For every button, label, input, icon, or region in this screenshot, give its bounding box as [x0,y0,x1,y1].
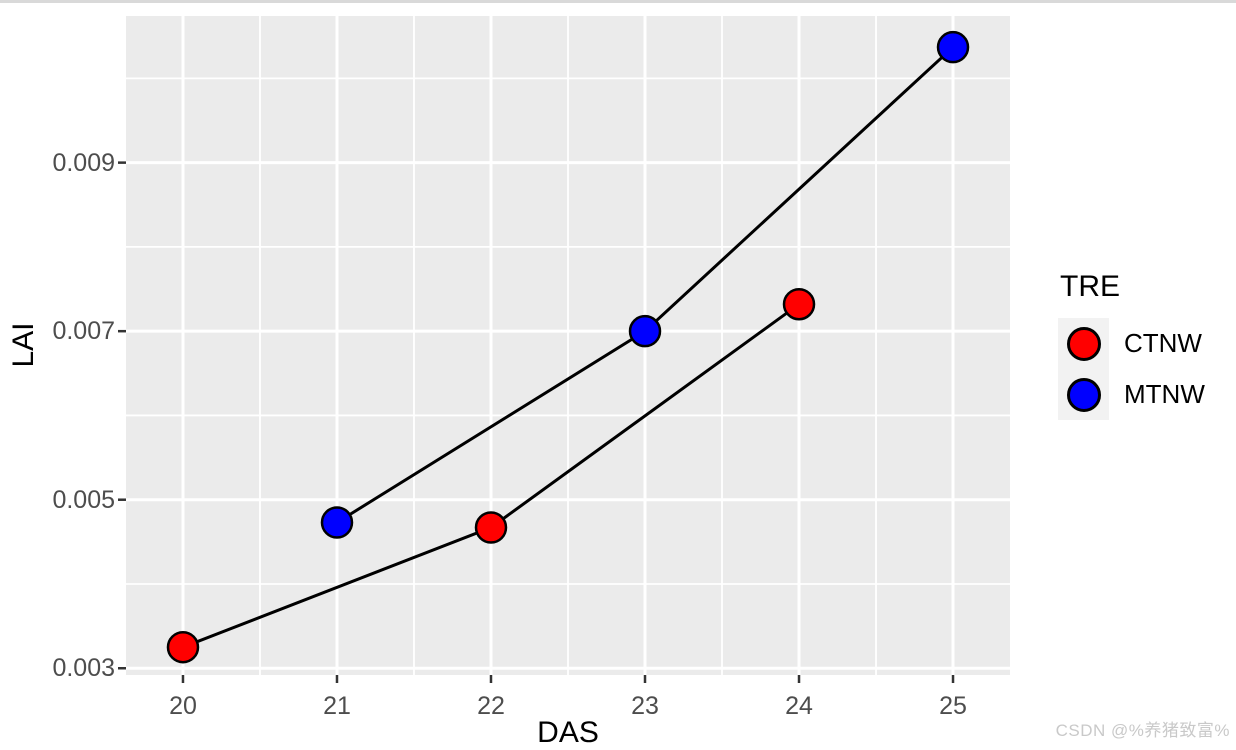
legend-item-ctnw: CTNW [1058,318,1205,369]
watermark: CSDN @%养猪致富% [1055,721,1230,740]
x-tick-label: 24 [785,692,813,720]
legend-key [1058,369,1109,420]
legend-item-label: CTNW [1124,328,1202,358]
y-tick-label: 0.003 [52,654,115,683]
legend-key [1058,318,1109,369]
y-tick-label: 0.007 [52,317,115,346]
x-tick-label: 25 [939,692,967,720]
data-point-mtnw-23 [628,314,662,348]
x-tick-label: 21 [323,692,351,720]
legend-title: TRE [1060,270,1120,303]
x-tick-label: 22 [477,692,505,720]
point-swatch-icon [1066,326,1101,361]
x-tick-label: 23 [631,692,659,720]
data-point-ctnw-22 [474,511,508,544]
legend: TRE CTNW MTNW [1058,271,1205,420]
y-axis-title: LAI [7,322,40,368]
x-axis-title: DAS [537,716,599,749]
legend-item-label: MTNW [1124,379,1205,409]
x-tick-label: 20 [169,692,197,720]
data-point-mtnw-21 [320,506,354,539]
legend-item-mtnw: MTNW [1058,369,1205,420]
data-point-ctnw-24 [782,287,816,321]
data-point-ctnw-20 [166,630,200,664]
legend-items: CTNW MTNW [1058,318,1205,420]
y-tick-label: 0.009 [52,148,115,177]
y-tick-label: 0.005 [52,485,115,514]
point-swatch-icon [1066,377,1101,412]
data-point-mtnw-25 [936,30,970,64]
page-top-border [0,0,1236,3]
